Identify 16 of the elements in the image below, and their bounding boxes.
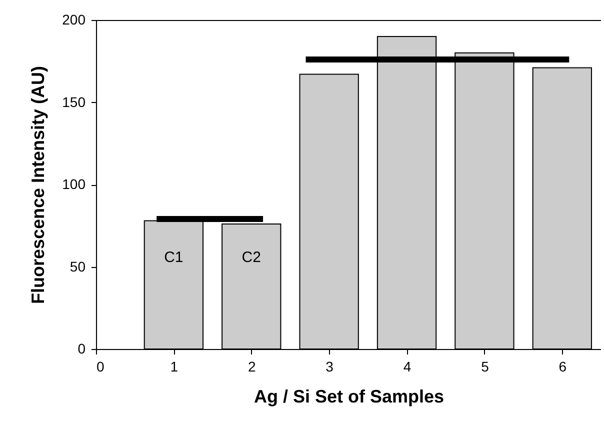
- x-tick-label: 2: [248, 358, 256, 374]
- y-tick-label: 200: [62, 12, 86, 28]
- x-tick-label: 5: [481, 358, 490, 374]
- annotation: C1: [164, 248, 184, 266]
- x-tick-label: 4: [403, 358, 412, 374]
- x-tick-label: 0: [96, 358, 104, 374]
- y-tick-label: 0: [78, 340, 86, 356]
- x-tick-label: 1: [170, 358, 178, 374]
- x-axis-title: Ag / Si Set of Samples: [254, 386, 444, 406]
- annotation: C2: [242, 248, 261, 266]
- y-tick-label: 50: [70, 258, 86, 274]
- y-tick-label: 150: [62, 94, 86, 110]
- y-axis-title: Fluorescence Intensity (AU): [28, 66, 48, 304]
- y-tick-label: 100: [62, 176, 86, 192]
- x-tick-label: 3: [326, 358, 334, 374]
- x-tick-label: 6: [558, 358, 567, 374]
